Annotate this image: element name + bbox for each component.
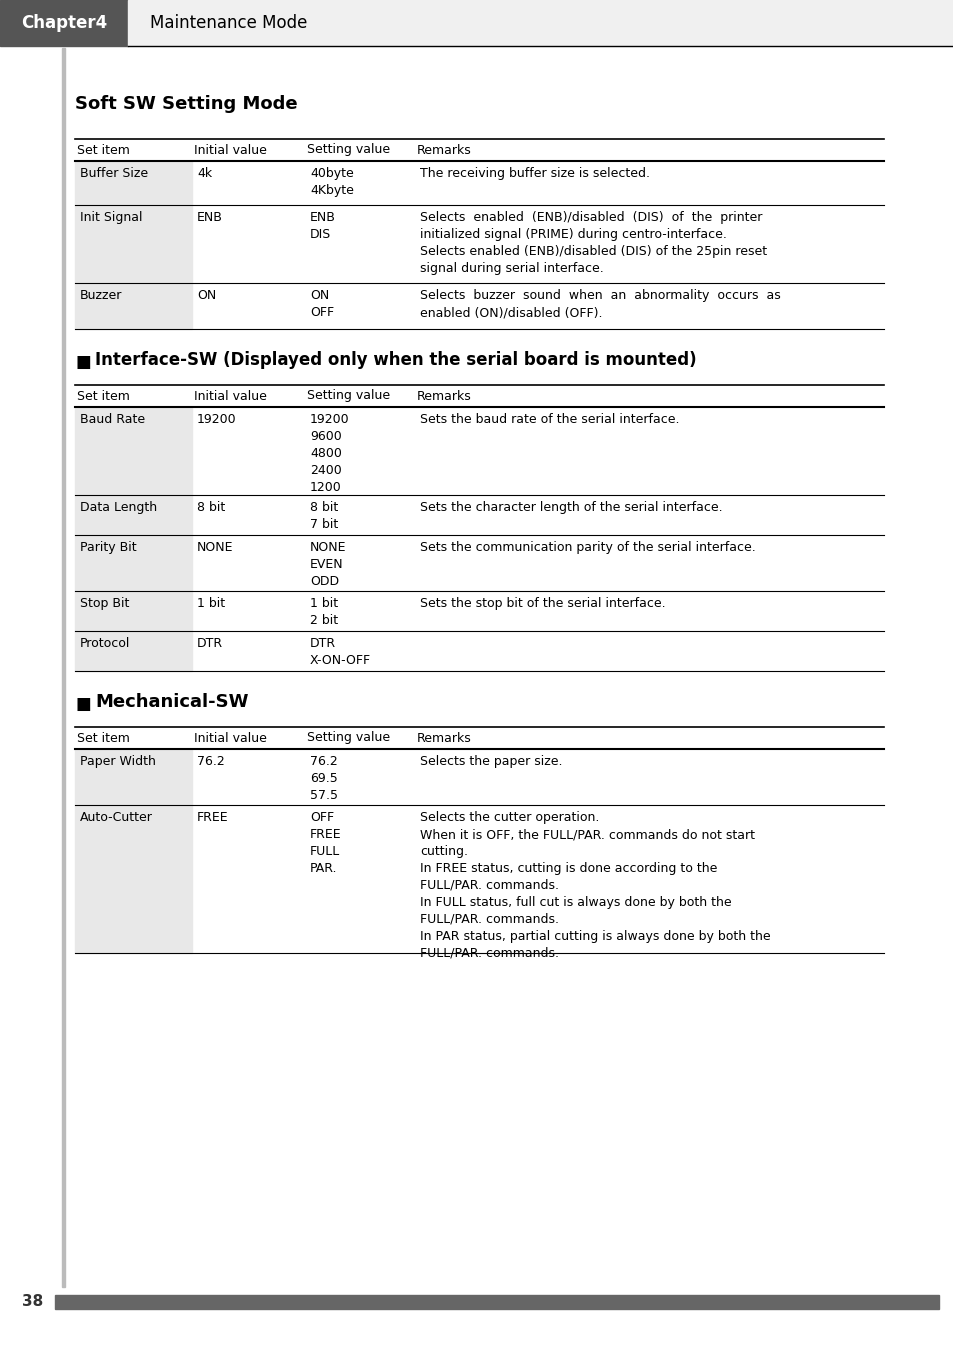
Text: Selects  enabled  (ENB)/disabled  (DIS)  of  the  printer
initialized signal (PR: Selects enabled (ENB)/disabled (DIS) of …	[419, 211, 766, 274]
Text: Initial value: Initial value	[193, 389, 267, 403]
Text: ■: ■	[76, 695, 91, 713]
Text: DTR
X-ON-OFF: DTR X-ON-OFF	[310, 637, 371, 667]
Text: ENB
DIS: ENB DIS	[310, 211, 335, 241]
Text: Chapter4: Chapter4	[21, 14, 107, 32]
Text: NONE: NONE	[196, 541, 233, 554]
Text: Sets the baud rate of the serial interface.: Sets the baud rate of the serial interfa…	[419, 412, 679, 426]
Text: FREE: FREE	[196, 811, 229, 823]
Text: Auto-Cutter: Auto-Cutter	[80, 811, 152, 823]
Bar	[55, 1295, 938, 1309]
Text: ON: ON	[196, 289, 216, 301]
Text: 76.2: 76.2	[196, 754, 225, 768]
Text: DTR: DTR	[196, 637, 223, 650]
Text: ■: ■	[76, 353, 91, 370]
Text: Buffer Size: Buffer Size	[80, 168, 148, 180]
Bar	[75, 804, 192, 953]
Text: Mechanical-SW: Mechanical-SW	[95, 694, 248, 711]
Text: Setting value: Setting value	[307, 389, 390, 403]
Text: ENB: ENB	[196, 211, 223, 224]
Text: 1 bit: 1 bit	[196, 598, 225, 610]
Text: Data Length: Data Length	[80, 502, 157, 514]
Text: Maintenance Mode: Maintenance Mode	[150, 14, 307, 32]
Text: Set item: Set item	[77, 389, 130, 403]
Text: Sets the communication parity of the serial interface.: Sets the communication parity of the ser…	[419, 541, 755, 554]
Text: Interface-SW (Displayed only when the serial board is mounted): Interface-SW (Displayed only when the se…	[95, 352, 696, 369]
Text: Stop Bit: Stop Bit	[80, 598, 130, 610]
Text: NONE
EVEN
ODD: NONE EVEN ODD	[310, 541, 346, 588]
Text: Remarks: Remarks	[416, 389, 471, 403]
Bar	[75, 495, 192, 535]
Text: 19200: 19200	[196, 412, 236, 426]
Text: Selects  buzzer  sound  when  an  abnormality  occurs  as
enabled (ON)/disabled : Selects buzzer sound when an abnormality…	[419, 289, 780, 319]
Text: Init Signal: Init Signal	[80, 211, 142, 224]
Bar	[75, 206, 192, 283]
Text: 38: 38	[22, 1294, 43, 1310]
Text: Sets the character length of the serial interface.: Sets the character length of the serial …	[419, 502, 721, 514]
Bar	[75, 535, 192, 591]
Text: Paper Width: Paper Width	[80, 754, 155, 768]
Text: Sets the stop bit of the serial interface.: Sets the stop bit of the serial interfac…	[419, 598, 665, 610]
Text: Initial value: Initial value	[193, 731, 267, 745]
Bar	[75, 591, 192, 631]
Text: The receiving buffer size is selected.: The receiving buffer size is selected.	[419, 168, 649, 180]
Text: Remarks: Remarks	[416, 143, 471, 157]
Text: Set item: Set item	[77, 143, 130, 157]
Text: Remarks: Remarks	[416, 731, 471, 745]
Text: Setting value: Setting value	[307, 731, 390, 745]
Bar	[128, 0, 953, 46]
Text: 8 bit
7 bit: 8 bit 7 bit	[310, 502, 338, 531]
Bar	[75, 407, 192, 495]
Bar	[62, 49, 65, 1287]
Bar	[75, 283, 192, 329]
Text: Soft SW Setting Mode: Soft SW Setting Mode	[75, 95, 297, 114]
Text: Setting value: Setting value	[307, 143, 390, 157]
Text: ON
OFF: ON OFF	[310, 289, 334, 319]
Bar	[75, 161, 192, 206]
Text: 1 bit
2 bit: 1 bit 2 bit	[310, 598, 337, 627]
Text: 4k: 4k	[196, 168, 212, 180]
Text: Selects the paper size.: Selects the paper size.	[419, 754, 562, 768]
Text: Selects the cutter operation.
When it is OFF, the FULL/PAR. commands do not star: Selects the cutter operation. When it is…	[419, 811, 770, 960]
Bar	[0, 0, 128, 46]
Text: Set item: Set item	[77, 731, 130, 745]
Text: 8 bit: 8 bit	[196, 502, 225, 514]
Bar	[75, 631, 192, 671]
Text: 76.2
69.5
57.5: 76.2 69.5 57.5	[310, 754, 337, 802]
Text: Parity Bit: Parity Bit	[80, 541, 136, 554]
Bar	[75, 749, 192, 804]
Text: Initial value: Initial value	[193, 143, 267, 157]
Text: 19200
9600
4800
2400
1200: 19200 9600 4800 2400 1200	[310, 412, 349, 493]
Text: Baud Rate: Baud Rate	[80, 412, 145, 426]
Text: Buzzer: Buzzer	[80, 289, 122, 301]
Text: Protocol: Protocol	[80, 637, 131, 650]
Text: OFF
FREE
FULL
PAR.: OFF FREE FULL PAR.	[310, 811, 341, 875]
Text: 40byte
4Kbyte: 40byte 4Kbyte	[310, 168, 354, 197]
